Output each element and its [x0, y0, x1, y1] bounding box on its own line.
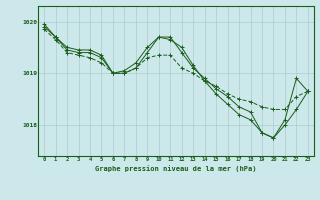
X-axis label: Graphe pression niveau de la mer (hPa): Graphe pression niveau de la mer (hPa): [95, 165, 257, 172]
